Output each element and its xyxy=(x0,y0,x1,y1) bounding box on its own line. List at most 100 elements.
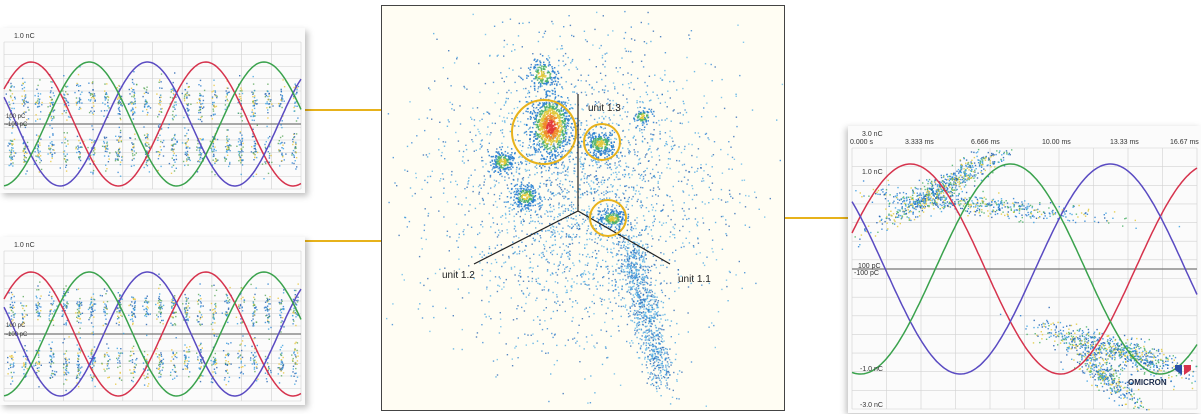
star-dot xyxy=(613,179,616,181)
pd-dot xyxy=(250,151,253,153)
star-dot xyxy=(600,238,602,240)
star-dot xyxy=(531,159,533,161)
star-dot xyxy=(650,40,652,43)
pd-dot xyxy=(115,152,118,154)
pd-dot xyxy=(295,316,297,318)
pd-dot xyxy=(253,311,256,313)
pd-dot xyxy=(211,151,214,153)
pd-dot xyxy=(200,374,202,377)
pd-dot xyxy=(200,105,202,108)
pd-dot xyxy=(12,366,14,368)
pd-dot xyxy=(210,323,213,325)
star-dot xyxy=(665,141,668,143)
star-dot xyxy=(625,50,627,52)
pd-dot xyxy=(22,321,24,323)
pd-dot xyxy=(49,142,52,144)
pd-dot xyxy=(146,295,148,297)
star-dot xyxy=(586,284,589,286)
star-dot xyxy=(506,354,509,356)
pd-dot xyxy=(240,89,243,91)
star-dot xyxy=(554,301,556,303)
star-dot xyxy=(439,180,441,182)
pd-dot xyxy=(24,345,26,347)
pd-dot xyxy=(241,164,244,166)
pd-dot xyxy=(49,291,51,293)
star-dot xyxy=(423,229,425,232)
star-dot xyxy=(624,136,626,138)
star-dot xyxy=(586,216,588,218)
star-dot xyxy=(623,176,626,178)
pd-dot xyxy=(93,299,96,301)
pd-dot xyxy=(172,144,174,146)
pd-dot xyxy=(251,146,253,148)
pd-dot xyxy=(79,153,81,156)
pd-dot xyxy=(90,151,93,153)
star-dot xyxy=(646,153,648,155)
star-dot xyxy=(529,127,531,129)
pd-dot xyxy=(161,87,163,89)
pd-dot xyxy=(211,150,213,152)
pd-dot xyxy=(215,149,217,152)
pd-dot xyxy=(133,111,136,113)
pd-dot xyxy=(39,142,41,144)
pd-dot xyxy=(23,111,26,113)
star-dot xyxy=(532,153,534,156)
pd-dot xyxy=(121,352,124,354)
pd-dot xyxy=(199,111,202,114)
pd-dot xyxy=(115,383,117,385)
pd-dot xyxy=(145,299,147,302)
pd-dot xyxy=(197,321,199,323)
pd-dot xyxy=(172,149,174,151)
star-dot xyxy=(615,123,618,125)
star-dot xyxy=(622,74,624,76)
star-dot xyxy=(522,88,525,90)
star-dot xyxy=(521,150,523,152)
pd-dot xyxy=(264,146,267,149)
star-dot xyxy=(603,194,605,196)
pd-dot xyxy=(199,138,202,140)
star-dot xyxy=(637,357,640,359)
star-dot xyxy=(652,189,655,192)
pd-dot xyxy=(120,348,122,350)
pd-dot xyxy=(242,159,244,161)
star-dot xyxy=(676,322,678,325)
star-dot xyxy=(625,200,627,203)
pd-dot xyxy=(107,155,110,157)
pd-dot xyxy=(175,96,177,98)
pd-dot xyxy=(256,99,258,101)
star-dot xyxy=(629,123,631,125)
pd-dot xyxy=(10,159,12,161)
pd-dot xyxy=(237,352,239,355)
star-dot xyxy=(547,190,549,192)
star-dot xyxy=(568,119,570,122)
star-dot xyxy=(481,139,483,141)
pd-dot xyxy=(226,369,228,371)
pd-dot xyxy=(158,307,161,309)
star-dot xyxy=(511,209,513,211)
pd-dot xyxy=(74,91,76,94)
pd-dot xyxy=(229,161,231,164)
star-dot xyxy=(481,269,484,271)
pd-dot xyxy=(160,108,162,110)
star-dot xyxy=(627,72,629,74)
star-dot xyxy=(674,290,676,293)
star-dot xyxy=(582,168,584,170)
pd-dot xyxy=(267,320,269,323)
star-dot xyxy=(537,220,539,223)
pd-dot xyxy=(240,87,242,89)
star-dot xyxy=(560,189,563,191)
pd-dot xyxy=(253,296,255,299)
pd-dot xyxy=(267,137,269,139)
star-dot xyxy=(552,244,554,246)
pd-dot xyxy=(269,100,271,103)
star-dot xyxy=(726,234,728,237)
star-dot xyxy=(575,207,577,210)
pd-dot xyxy=(199,316,202,319)
star-dot xyxy=(619,202,621,204)
pd-dot xyxy=(226,294,228,296)
star-dot xyxy=(652,30,655,32)
star-dot xyxy=(571,286,573,289)
star-dot xyxy=(562,55,565,57)
pd-dot xyxy=(281,100,283,102)
pd-dot xyxy=(12,304,14,307)
